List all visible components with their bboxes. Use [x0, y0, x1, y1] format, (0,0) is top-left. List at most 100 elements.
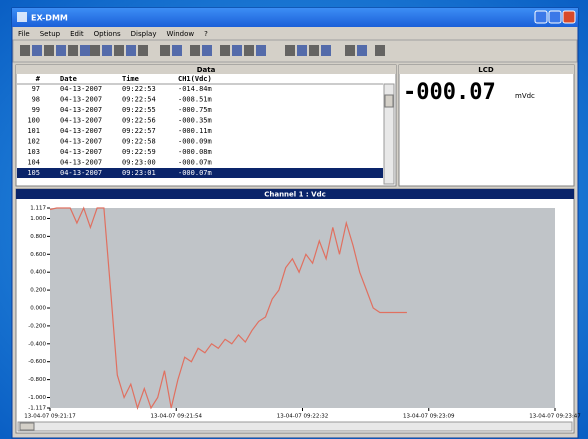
toolbar-button[interactable] [190, 45, 200, 56]
toolbar-button[interactable] [357, 45, 367, 56]
data-table: # Date Time CH1(Vdc) 97 04-13-2007 09:22:53 -01… [17, 75, 383, 178]
menu-bar: File Setup Edit Options Display Window? [18, 30, 208, 38]
table-cell: 04-13-2007 [60, 148, 102, 156]
menu-item[interactable]: Setup [40, 30, 61, 38]
table-cell: 04-13-2007 [60, 138, 102, 146]
toolbar-button[interactable] [90, 45, 100, 56]
toolbar-button[interactable] [345, 45, 355, 56]
lcd-value: -000.07 [403, 80, 496, 105]
x-tick-label: 13-04-07 09:21:54 [151, 414, 203, 420]
y-tick-label: 0.800 [30, 234, 46, 240]
column-header: Date [60, 75, 77, 83]
plot: -1.117 -1.000 -0.800 -0.600 -0.400 -0.200 0.00… [24, 206, 581, 420]
y-tick-label: -1.117 [28, 406, 46, 412]
chart-scrollbar[interactable] [17, 421, 573, 432]
toolbar-button[interactable] [102, 45, 112, 56]
plot-area [50, 208, 555, 408]
toolbar-button[interactable] [44, 45, 54, 56]
table-cell: 09:22:55 [122, 106, 156, 114]
table-cell: 09:22:56 [122, 117, 156, 125]
data-scrollbar[interactable] [383, 83, 395, 185]
y-tick-label: -0.400 [28, 341, 46, 347]
toolbar-button[interactable] [20, 45, 30, 56]
table-cell: 09:23:01 [122, 169, 156, 177]
maximize-button[interactable] [548, 10, 562, 24]
selected-row[interactable] [17, 168, 383, 178]
table-cell: 04-13-2007 [60, 117, 102, 125]
toolbar-button[interactable] [256, 45, 266, 56]
table-cell: 04-13-2007 [60, 127, 102, 135]
data-panel-title: Data [197, 66, 216, 74]
y-tick-label: 0.400 [30, 270, 46, 276]
minimize-button[interactable] [534, 10, 548, 24]
table-cell: 98 [32, 96, 40, 104]
menu-item[interactable]: Window [166, 30, 194, 38]
lcd-panel-header [399, 65, 574, 74]
toolbar-button[interactable] [297, 45, 307, 56]
x-tick-label: 13-04-07 09:22:32 [277, 414, 328, 420]
data-panel-header [16, 65, 396, 74]
toolbar-button[interactable] [375, 45, 385, 56]
toolbar-button[interactable] [114, 45, 124, 56]
chart-title: Channel 1 : Vdc [264, 191, 326, 199]
toolbar-button[interactable] [32, 45, 42, 56]
toolbar-button[interactable] [56, 45, 66, 56]
x-tick-label: 13-04-07 09:23:09 [403, 414, 455, 420]
table-cell: 105 [27, 169, 40, 177]
scroll-thumb[interactable] [19, 422, 35, 431]
scroll-thumb[interactable] [384, 94, 394, 108]
toolbar-button[interactable] [80, 45, 90, 56]
lcd-panel [398, 64, 575, 187]
table-cell: 09:22:57 [122, 127, 156, 135]
toolbar-button[interactable] [232, 45, 242, 56]
toolbar-button[interactable] [202, 45, 212, 56]
y-tick-label: -0.200 [28, 323, 46, 329]
table-cell: 100 [27, 117, 40, 125]
toolbar-button[interactable] [160, 45, 170, 56]
table-cell: 104 [27, 159, 40, 167]
table-cell: 09:22:58 [122, 138, 156, 146]
toolbar-button[interactable] [244, 45, 254, 56]
y-tick-label: 0.000 [30, 306, 46, 312]
toolbar-button[interactable] [285, 45, 295, 56]
table-cell: 09:22:53 [122, 85, 156, 93]
table-cell: -008.51m [178, 96, 212, 104]
toolbar-button[interactable] [220, 45, 230, 56]
toolbar-button[interactable] [68, 45, 78, 56]
title-bar [12, 8, 578, 27]
y-tick-label: -0.600 [28, 359, 46, 365]
table-cell: 09:23:00 [122, 159, 156, 167]
toolbar-button[interactable] [172, 45, 182, 56]
menu-item[interactable]: File [18, 30, 30, 38]
toolbar-button[interactable] [321, 45, 331, 56]
table-cell: 04-13-2007 [60, 169, 102, 177]
menu-item[interactable]: Display [131, 30, 157, 38]
y-tick-label: 1.000 [30, 216, 46, 222]
table-cell: -014.84m [178, 85, 212, 93]
y-tick-label: -0.800 [28, 377, 46, 383]
window-title: EX-DMM [31, 14, 68, 23]
app-icon [17, 12, 27, 22]
table-cell: -000.09m [178, 138, 212, 146]
table-cell: 04-13-2007 [60, 85, 102, 93]
table-cell: -000.07m [178, 169, 212, 177]
toolbar-button[interactable] [138, 45, 148, 56]
table-cell: 04-13-2007 [60, 106, 102, 114]
table-cell: 101 [27, 127, 40, 135]
close-button[interactable] [562, 10, 576, 24]
data-panel [15, 64, 397, 187]
menu-item[interactable]: Edit [70, 30, 84, 38]
y-tick-label: 1.117 [30, 206, 46, 212]
table-cell: -000.75m [178, 106, 212, 114]
toolbar-button[interactable] [126, 45, 136, 56]
table-cell: -000.07m [178, 159, 212, 167]
toolbar-button[interactable] [309, 45, 319, 56]
menu-item[interactable]: Options [94, 30, 121, 38]
lcd-panel-title: LCD [478, 66, 494, 74]
lcd-unit: mVdc [515, 92, 535, 100]
column-header: Time [122, 75, 139, 83]
table-cell: -000.08m [178, 148, 212, 156]
menu-item[interactable]: ? [204, 30, 208, 38]
